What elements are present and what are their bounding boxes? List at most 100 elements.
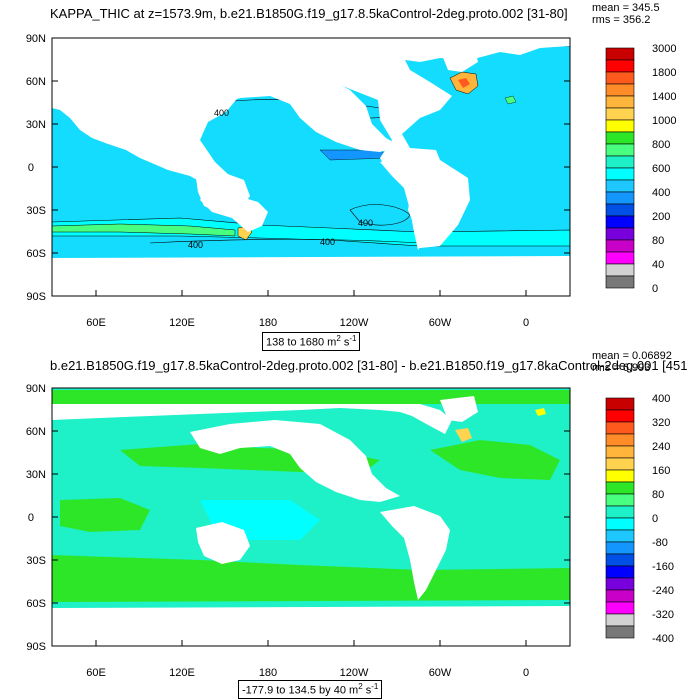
- bottom-colorbar-segment: [605, 493, 635, 507]
- bottom-green-arctic: [52, 390, 570, 404]
- top-colorbar-segment: [605, 107, 635, 121]
- top-contour-sp: [149, 239, 441, 245]
- top-lon-label: 180: [259, 317, 277, 329]
- bottom-lat-label: 90N: [26, 383, 46, 395]
- bottom-land-australia: [196, 522, 250, 564]
- top-contour-label: 400: [188, 240, 203, 250]
- top-colorbar-label: 3000: [652, 43, 676, 55]
- top-range-exp2: -1: [349, 334, 357, 343]
- bottom-land-samerica: [380, 506, 450, 600]
- bottom-land-antarctica: [52, 606, 570, 646]
- bottom-range-text: -177.9 to 134.5 by 40 m: [242, 684, 359, 697]
- top-land-antarctica: [52, 256, 570, 296]
- bottom-axis-ticks: [52, 430, 570, 646]
- top-land-namerica: [190, 70, 400, 152]
- bottom-colorbar-label: 240: [652, 441, 670, 453]
- top-colorbar-label: 1400: [652, 91, 676, 103]
- bottom-colorbar-label: -80: [652, 537, 668, 549]
- top-colorbar-segment: [605, 155, 635, 169]
- bottom-land-greenland: [440, 396, 478, 422]
- top-natl-hotspot-core: [458, 78, 470, 88]
- top-range-box: 138 to 1680 m2 s-1: [262, 332, 361, 351]
- top-contour-label: 400: [320, 237, 335, 247]
- bottom-colorbar-segment: [605, 589, 635, 603]
- top-axis-ticks: [52, 37, 570, 296]
- top-lon-label: 120W: [340, 317, 369, 329]
- top-colorbar-label: 400: [652, 187, 670, 199]
- top-rms: rms = 356.2: [592, 14, 651, 26]
- bottom-range-exp: 2: [358, 682, 363, 691]
- bottom-colorbar-label: 80: [652, 489, 664, 501]
- bottom-colorbar-labels: 400 320 240 160 80 0 -80 -160 -240 -320 -400: [652, 393, 674, 645]
- top-colorbar-label: 1800: [652, 67, 676, 79]
- top-colorbar-segment: [605, 275, 635, 289]
- top-land-greenland: [440, 46, 478, 72]
- top-colorbar-segment: [605, 95, 635, 109]
- top-lat-label: 90N: [26, 33, 46, 45]
- bottom-colorbar-segment: [605, 613, 635, 627]
- bottom-green-southern: [52, 555, 570, 602]
- top-southern-band-2: [51, 223, 236, 237]
- top-lat-label: 90S: [26, 291, 46, 303]
- top-colorbar: [605, 47, 635, 289]
- top-lat-label: 0: [28, 162, 34, 174]
- top-mean: mean = 345.5: [592, 2, 660, 14]
- bottom-land-namerica: [190, 420, 400, 502]
- bottom-colorbar-segment: [605, 553, 635, 567]
- top-lat-label: 30N: [26, 119, 46, 131]
- bottom-mean: mean = 0.06892: [592, 350, 672, 362]
- top-colorbar-label: 600: [652, 163, 670, 175]
- bottom-colorbar-segment: [605, 397, 635, 411]
- top-land-samerica: [380, 156, 450, 250]
- bottom-colorbar-segment: [605, 421, 635, 435]
- top-lon-label: 120E: [169, 317, 195, 329]
- bottom-colorbar-segment: [605, 469, 635, 483]
- top-colorbar-segment: [605, 131, 635, 145]
- top-colorbar-segment: [605, 71, 635, 85]
- bottom-colorbar-label: -400: [652, 633, 674, 645]
- bottom-lon-label: 60E: [86, 667, 106, 679]
- top-map-svg: 90N 60N 30N 0 30S 60S 90S 60E 120E 180 1…: [26, 33, 677, 329]
- top-lon-labels: 60E 120E 180 120W 60W 0: [86, 317, 529, 329]
- bottom-colorbar-segment: [605, 517, 635, 531]
- top-colorbar-segment: [605, 47, 635, 61]
- bottom-colorbar-label: -320: [652, 609, 674, 621]
- bottom-lon-label: 0: [523, 667, 529, 679]
- bottom-green-natl: [430, 440, 560, 480]
- top-panel: KAPPA_THIC at z=1573.9m, b.e21.B1850G.f1…: [26, 2, 677, 351]
- bottom-panel: b.e21.B1850G.f19_g17.8.5kaControl-2deg.p…: [0, 350, 700, 700]
- top-colorbar-label: 40: [652, 259, 664, 271]
- top-range-exp: 2: [336, 334, 341, 343]
- top-range-text: 138 to 1680 m: [266, 336, 337, 349]
- top-colorbar-label: 200: [652, 211, 670, 223]
- top-colorbar-segment: [605, 119, 635, 133]
- bottom-lon-label: 180: [259, 667, 277, 679]
- top-colorbar-segment: [605, 191, 635, 205]
- bottom-colorbar-segment: [605, 565, 635, 579]
- bottom-range-box: -177.9 to 134.5 by 40 m2 s-1: [238, 680, 383, 699]
- bottom-lon-label: 60W: [429, 667, 452, 679]
- bottom-lon-label: 120W: [340, 667, 369, 679]
- bottom-map-svg: 90N 60N 30N 0 30S 60S 90S 60E 120E 180 1…: [26, 383, 674, 679]
- top-colorbar-label: 1000: [652, 115, 676, 127]
- top-lat-labels: 90N 60N 30N 0 30S 60S 90S: [26, 33, 46, 303]
- top-lon-label: 60W: [429, 317, 452, 329]
- top-colorbar-segment: [605, 203, 635, 217]
- top-colorbar-segment: [605, 263, 635, 277]
- top-plot-title: KAPPA_THIC at z=1573.9m, b.e21.B1850G.f1…: [50, 6, 568, 21]
- bottom-colorbar-label: -160: [652, 561, 674, 573]
- bottom-colorbar-segment: [605, 457, 635, 471]
- top-colorbar-label: 80: [652, 235, 664, 247]
- bottom-lat-label: 30N: [26, 469, 46, 481]
- bottom-range-exp2: -1: [371, 682, 379, 691]
- bottom-lon-labels: 60E 120E 180 120W 60W 0: [86, 667, 529, 679]
- bottom-colorbar-segment: [605, 505, 635, 519]
- top-plot-stats: mean = 345.5 rms = 356.2: [592, 2, 660, 26]
- bottom-colorbar-segment: [605, 577, 635, 591]
- top-natl-hotspot-2: [504, 95, 517, 105]
- bottom-colorbar-segment: [605, 445, 635, 459]
- bottom-lat-label: 60S: [26, 598, 46, 610]
- top-lat-label: 60S: [26, 248, 46, 260]
- bottom-lon-label: 120E: [169, 667, 195, 679]
- top-colorbar-segment: [605, 179, 635, 193]
